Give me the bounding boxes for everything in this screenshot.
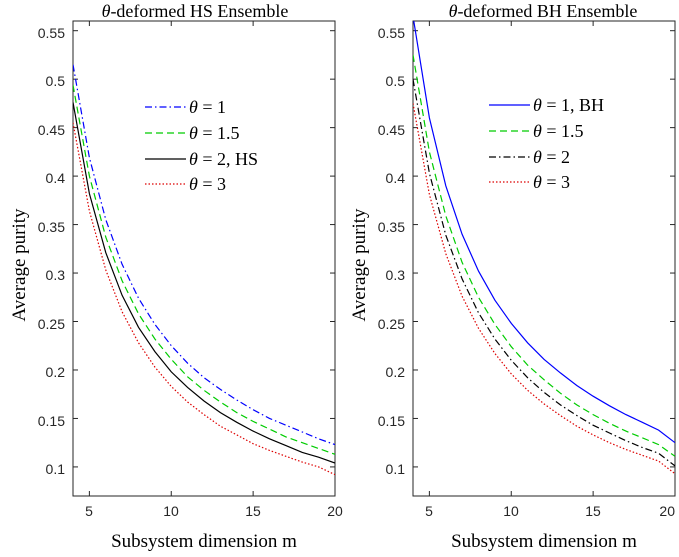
left-y-tick-label: 0.25 — [38, 316, 65, 332]
right-legend-entry-1: θ = 1.5 — [533, 121, 584, 141]
right-legend-entry-3: θ = 3 — [533, 172, 570, 192]
left-title-text: -deformed HS Ensemble — [110, 1, 288, 21]
right-title-text: -deformed BH Ensemble — [457, 1, 637, 21]
left-legend-entry-2: θ = 2, HS — [189, 149, 258, 169]
left-y-tick-label: 0.55 — [38, 25, 65, 41]
right-y-tick-label: 0.55 — [378, 25, 405, 41]
left-y-tick-label: 0.45 — [38, 122, 65, 138]
right-y-tick-label: 0.45 — [378, 122, 405, 138]
left-x-ticks: 5 10 15 20 — [85, 503, 343, 519]
right-chart-panel: θ-deformed BH Ensemble 5 10 15 20 0.1 0.… — [349, 1, 676, 552]
right-x-axis-label: Subsystem dimension m — [451, 531, 637, 552]
left-x-axis-label: Subsystem dimension m — [111, 531, 297, 552]
right-legend-entry-0: θ = 1, BH — [533, 95, 604, 115]
left-y-ticks: 0.1 0.15 0.2 0.25 0.3 0.35 0.4 0.45 0.5 … — [38, 25, 65, 477]
left-y-tick-label: 0.35 — [38, 219, 65, 235]
left-title-symbol: θ — [102, 1, 111, 21]
right-tick-marks — [413, 21, 676, 496]
right-y-axis-label: Average purity — [349, 208, 370, 322]
left-chart-title: θ-deformed HS Ensemble — [102, 1, 289, 21]
right-y-tick-label: 0.4 — [386, 170, 406, 186]
left-legend: θ = 1 θ = 1.5 θ = 2, HS θ = 3 — [145, 97, 258, 194]
left-y-tick-label: 0.15 — [38, 413, 65, 429]
right-y-tick-label: 0.35 — [378, 219, 405, 235]
right-y-tick-label: 0.1 — [386, 461, 406, 477]
left-x-tick-label: 20 — [327, 503, 343, 519]
right-legend: θ = 1, BH θ = 1.5 θ = 2 θ = 3 — [489, 95, 604, 192]
left-x-tick-label: 15 — [245, 503, 261, 519]
left-series-line-0 — [73, 64, 335, 446]
right-title-symbol: θ — [449, 1, 458, 21]
right-legend-entry-2: θ = 2 — [533, 147, 570, 167]
left-x-tick-label: 5 — [85, 503, 93, 519]
right-series-group — [413, 21, 675, 475]
left-legend-entry-0: θ = 1 — [189, 97, 226, 117]
right-plot-frame — [412, 20, 676, 497]
left-y-tick-label: 0.5 — [46, 73, 66, 89]
left-y-tick-label: 0.4 — [46, 170, 66, 186]
right-y-tick-label: 0.2 — [386, 364, 406, 380]
left-x-tick-label: 10 — [163, 503, 179, 519]
right-x-tick-label: 10 — [503, 503, 519, 519]
left-series-group — [73, 64, 335, 476]
left-y-axis-label: Average purity — [9, 208, 30, 322]
right-series-line-3 — [413, 103, 675, 475]
right-x-ticks: 5 10 15 20 — [425, 503, 675, 519]
right-x-tick-label: 5 — [425, 503, 433, 519]
right-x-tick-label: 15 — [585, 503, 601, 519]
left-series-line-1 — [73, 84, 335, 455]
right-x-tick-label: 20 — [659, 503, 675, 519]
left-chart-panel: θ-deformed HS Ensemble 5 10 15 20 0.1 0.… — [9, 1, 343, 552]
right-y-tick-label: 0.3 — [386, 267, 406, 283]
left-plot-frame — [72, 20, 336, 497]
left-legend-entry-3: θ = 3 — [189, 174, 226, 194]
left-legend-entry-1: θ = 1.5 — [189, 123, 240, 143]
left-y-tick-label: 0.1 — [46, 461, 66, 477]
right-y-tick-label: 0.15 — [378, 413, 405, 429]
right-series-line-0 — [413, 21, 675, 444]
right-y-ticks: 0.1 0.15 0.2 0.25 0.3 0.35 0.4 0.45 0.5 … — [378, 25, 405, 477]
left-y-tick-label: 0.2 — [46, 364, 66, 380]
left-y-tick-label: 0.3 — [46, 267, 66, 283]
right-chart-title: θ-deformed BH Ensemble — [449, 1, 638, 21]
left-series-line-2 — [73, 102, 335, 464]
right-y-tick-label: 0.25 — [378, 316, 405, 332]
right-y-tick-label: 0.5 — [386, 73, 406, 89]
right-series-line-2 — [413, 79, 675, 467]
right-series-line-1 — [413, 54, 675, 457]
